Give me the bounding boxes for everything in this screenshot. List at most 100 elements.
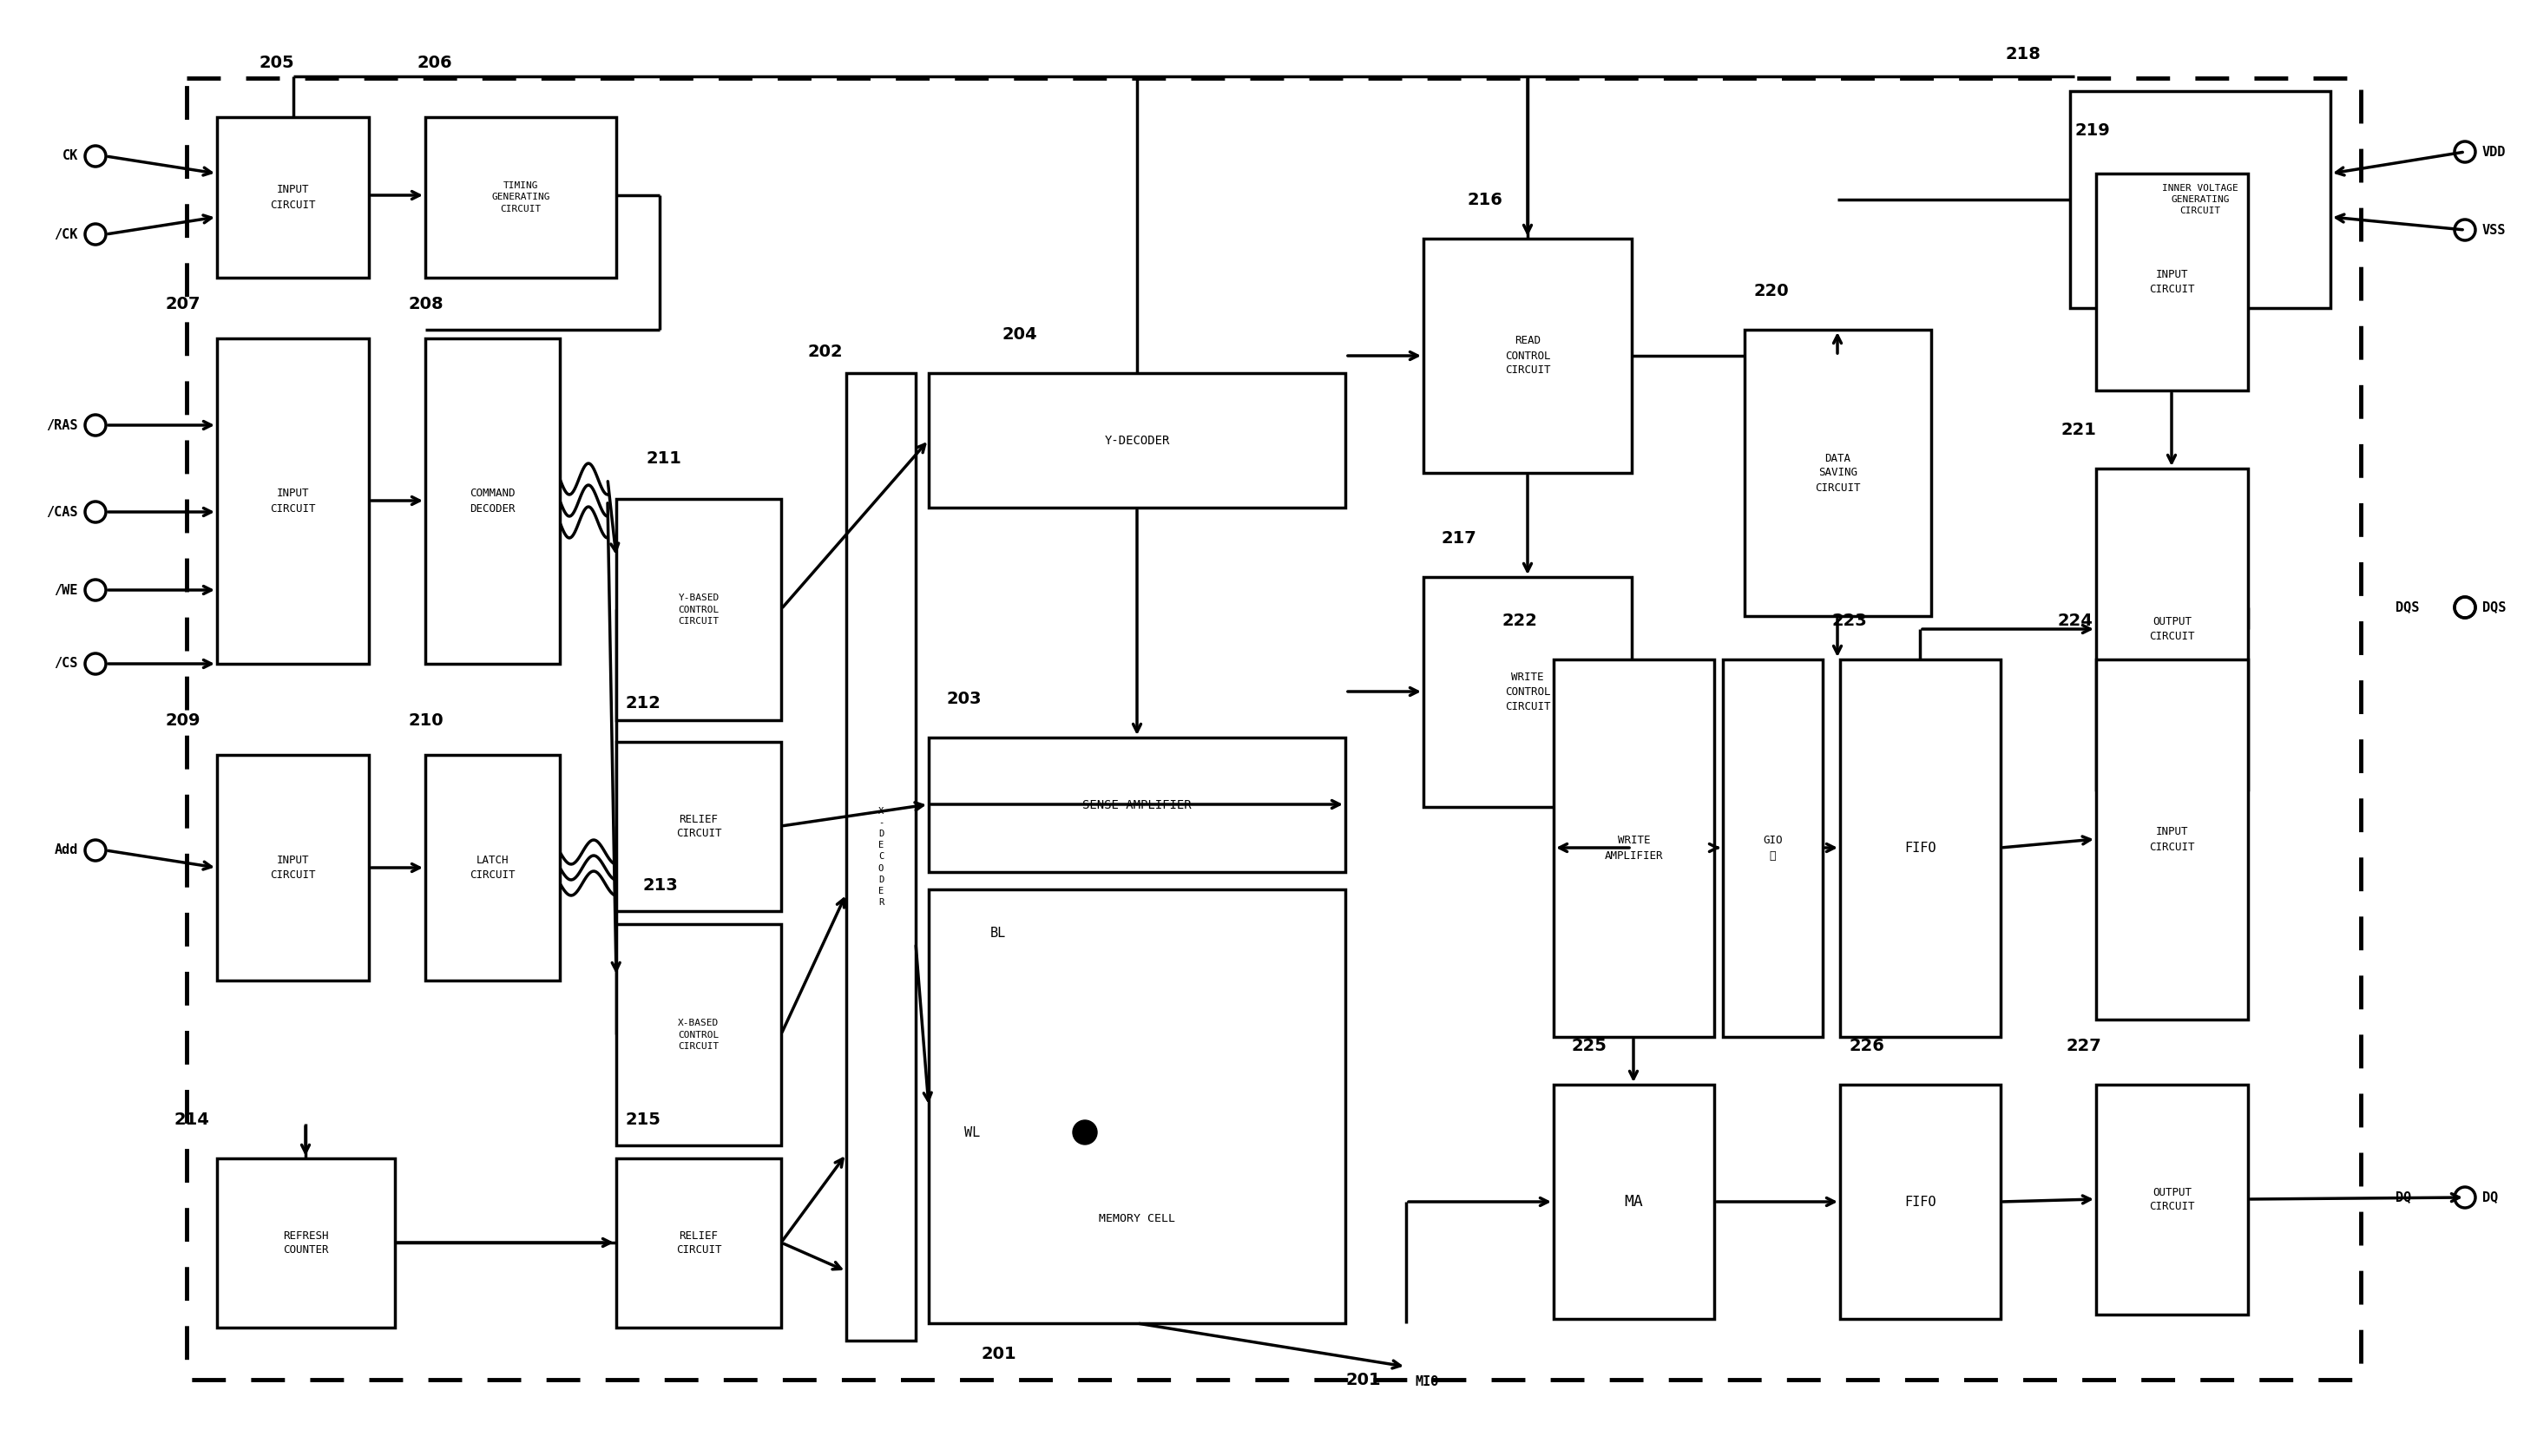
FancyBboxPatch shape <box>1423 577 1631 807</box>
Text: CK: CK <box>63 150 79 163</box>
FancyBboxPatch shape <box>2096 1085 2248 1315</box>
Text: WRITE
AMPLIFIER: WRITE AMPLIFIER <box>1603 836 1664 860</box>
Text: 224: 224 <box>2058 613 2093 629</box>
Text: 205: 205 <box>259 55 294 71</box>
Text: Add: Add <box>53 844 79 856</box>
FancyBboxPatch shape <box>1553 1085 1715 1319</box>
Text: 212: 212 <box>624 695 660 712</box>
Text: FIFO: FIFO <box>1905 842 1936 855</box>
Text: DQS: DQS <box>2481 601 2507 614</box>
FancyBboxPatch shape <box>616 743 781 911</box>
Text: INPUT
CIRCUIT: INPUT CIRCUIT <box>269 855 315 881</box>
Text: 214: 214 <box>173 1111 208 1128</box>
Text: DQS: DQS <box>2395 601 2420 614</box>
Text: DQ: DQ <box>2481 1191 2499 1204</box>
FancyBboxPatch shape <box>847 373 916 1341</box>
Circle shape <box>1073 1120 1096 1144</box>
Text: 220: 220 <box>1753 282 1789 300</box>
Text: 207: 207 <box>165 296 200 313</box>
Text: REFRESH
COUNTER: REFRESH COUNTER <box>284 1230 330 1257</box>
Text: DQ: DQ <box>2395 1191 2410 1204</box>
FancyBboxPatch shape <box>2096 660 2248 1019</box>
Text: 206: 206 <box>416 55 452 71</box>
Text: RELIEF
CIRCUIT: RELIEF CIRCUIT <box>675 814 721 840</box>
Text: 216: 216 <box>1466 192 1502 208</box>
Text: /WE: /WE <box>53 584 79 597</box>
Text: OUTPUT
CIRCUIT: OUTPUT CIRCUIT <box>2149 616 2195 642</box>
Text: MIO: MIO <box>1416 1376 1438 1389</box>
Text: INPUT
CIRCUIT: INPUT CIRCUIT <box>269 185 315 211</box>
Text: MEMORY CELL: MEMORY CELL <box>1099 1213 1175 1224</box>
Text: 225: 225 <box>1570 1038 1606 1054</box>
Text: 215: 215 <box>624 1111 660 1128</box>
Text: 201: 201 <box>1345 1372 1380 1389</box>
FancyBboxPatch shape <box>1745 329 1931 616</box>
Text: COMMAND
DECODER: COMMAND DECODER <box>469 488 515 514</box>
Text: INPUT
CIRCUIT: INPUT CIRCUIT <box>2149 269 2195 296</box>
FancyBboxPatch shape <box>2096 469 2248 789</box>
Text: 218: 218 <box>2004 47 2040 63</box>
Text: SENSE AMPLIFIER: SENSE AMPLIFIER <box>1083 799 1192 811</box>
FancyBboxPatch shape <box>218 338 368 664</box>
FancyBboxPatch shape <box>2070 92 2332 309</box>
Text: OUTPUT
CIRCUIT: OUTPUT CIRCUIT <box>2149 1187 2195 1213</box>
Text: INNER VOLTAGE
GENERATING
CIRCUIT: INNER VOLTAGE GENERATING CIRCUIT <box>2162 183 2238 215</box>
Text: RELIEF
CIRCUIT: RELIEF CIRCUIT <box>675 1230 721 1257</box>
Text: X
-
D
E
C
O
D
E
R: X - D E C O D E R <box>878 807 883 907</box>
Text: 227: 227 <box>2065 1038 2101 1054</box>
FancyBboxPatch shape <box>929 738 1345 872</box>
FancyBboxPatch shape <box>426 754 561 980</box>
Text: 211: 211 <box>647 450 682 467</box>
Text: /RAS: /RAS <box>46 419 79 431</box>
Text: FIFO: FIFO <box>1905 1195 1936 1208</box>
Text: LATCH
CIRCUIT: LATCH CIRCUIT <box>469 855 515 881</box>
FancyBboxPatch shape <box>1723 660 1822 1037</box>
Text: INPUT
CIRCUIT: INPUT CIRCUIT <box>2149 827 2195 853</box>
FancyBboxPatch shape <box>1839 1085 2002 1319</box>
Text: TIMING
GENERATING
CIRCUIT: TIMING GENERATING CIRCUIT <box>492 182 551 213</box>
FancyBboxPatch shape <box>218 1159 396 1328</box>
FancyBboxPatch shape <box>218 116 368 278</box>
FancyBboxPatch shape <box>929 373 1345 508</box>
Text: 203: 203 <box>946 690 982 708</box>
FancyBboxPatch shape <box>929 890 1345 1324</box>
FancyBboxPatch shape <box>616 1159 781 1328</box>
Text: 202: 202 <box>807 344 842 360</box>
Text: X-BASED
CONTROL
CIRCUIT: X-BASED CONTROL CIRCUIT <box>677 1019 718 1051</box>
FancyBboxPatch shape <box>426 338 561 664</box>
Text: 219: 219 <box>2075 122 2111 138</box>
Text: INPUT
CIRCUIT: INPUT CIRCUIT <box>269 488 315 514</box>
Text: 210: 210 <box>408 712 444 729</box>
FancyBboxPatch shape <box>616 499 781 721</box>
FancyBboxPatch shape <box>218 754 368 980</box>
Text: 213: 213 <box>642 878 677 894</box>
Text: Y-DECODER: Y-DECODER <box>1104 434 1170 447</box>
Text: /CS: /CS <box>53 657 79 670</box>
Text: 223: 223 <box>1832 613 1867 629</box>
FancyBboxPatch shape <box>616 925 781 1146</box>
Text: /CAS: /CAS <box>46 505 79 518</box>
Text: /CK: /CK <box>53 227 79 240</box>
Text: WRITE
CONTROL
CIRCUIT: WRITE CONTROL CIRCUIT <box>1504 671 1550 712</box>
Text: GIO
線: GIO 線 <box>1763 836 1784 860</box>
FancyBboxPatch shape <box>426 116 616 278</box>
Text: Y-BASED
CONTROL
CIRCUIT: Y-BASED CONTROL CIRCUIT <box>677 594 718 625</box>
Text: 209: 209 <box>165 712 200 729</box>
FancyBboxPatch shape <box>1423 239 1631 473</box>
Text: 222: 222 <box>1502 613 1537 629</box>
FancyBboxPatch shape <box>1839 660 2002 1037</box>
Text: 221: 221 <box>2063 422 2098 438</box>
FancyBboxPatch shape <box>1553 660 1715 1037</box>
Text: DATA
SAVING
CIRCUIT: DATA SAVING CIRCUIT <box>1814 453 1860 494</box>
Text: MA: MA <box>1624 1194 1644 1210</box>
Text: 208: 208 <box>408 296 444 313</box>
Text: 201: 201 <box>982 1345 1015 1363</box>
FancyBboxPatch shape <box>2096 173 2248 390</box>
Text: READ
CONTROL
CIRCUIT: READ CONTROL CIRCUIT <box>1504 335 1550 376</box>
Text: WL: WL <box>964 1125 979 1139</box>
Text: VDD: VDD <box>2481 146 2507 159</box>
Text: 217: 217 <box>1441 530 1477 546</box>
Text: BL: BL <box>989 926 1007 939</box>
Text: 204: 204 <box>1002 326 1038 342</box>
Text: VSS: VSS <box>2481 223 2507 236</box>
